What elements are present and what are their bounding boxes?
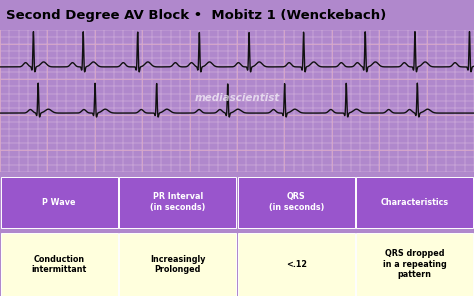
Text: Characteristics: Characteristics [381,198,449,207]
Text: mediascientist: mediascientist [194,93,280,103]
Bar [1,177,118,228]
Bar [238,233,355,296]
Text: QRS dropped
in a repeating
pattern: QRS dropped in a repeating pattern [383,250,447,279]
Bar [238,177,355,228]
Bar [119,177,236,228]
Text: PR Interval
(in seconds): PR Interval (in seconds) [150,192,205,212]
Bar [356,233,473,296]
Text: QRS
(in seconds): QRS (in seconds) [269,192,324,212]
Bar [356,177,473,228]
Bar [1,233,118,296]
Text: P Wave: P Wave [43,198,76,207]
Text: <.12: <.12 [286,260,307,269]
Text: Increasingly
Prolonged: Increasingly Prolonged [150,255,206,274]
Text: Conduction
intermittant: Conduction intermittant [32,255,87,274]
Bar [119,233,236,296]
Text: Second Degree AV Block •  Mobitz 1 (Wenckebach): Second Degree AV Block • Mobitz 1 (Wenck… [6,9,386,22]
